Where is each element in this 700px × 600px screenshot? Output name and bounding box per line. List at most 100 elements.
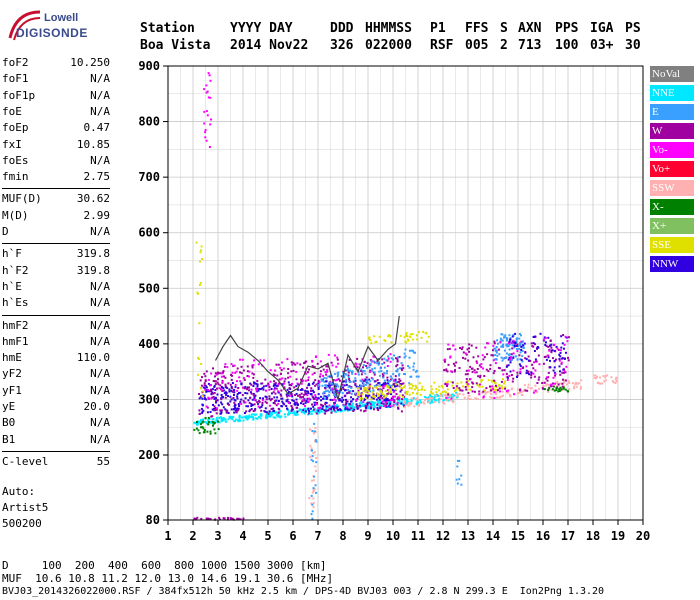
echo-point [203,431,206,434]
echo-point [411,333,414,336]
param-row: B0 N/A [2,416,110,432]
echo-point [492,354,494,357]
echo-point [350,400,353,403]
echo-point [295,392,298,395]
echo-point [199,379,202,382]
echo-point [547,371,550,374]
echo-point [550,351,553,354]
echo-point [237,517,240,520]
echo-point [282,382,285,385]
echo-point [247,415,250,418]
param-value: N/A [90,334,110,348]
echo-point [352,390,355,393]
echo-point [512,369,515,372]
echo-point [344,381,347,384]
echo-point [231,382,234,384]
echo-point [443,402,446,405]
echo-point [217,383,220,386]
echo-point [422,330,425,333]
echo-point [462,356,464,359]
echo-point [364,386,367,389]
echo-point [212,422,215,425]
echo-point [342,403,345,406]
echo-point [386,386,389,389]
echo-point [244,386,247,388]
echo-point [366,386,369,389]
echo-point [312,432,315,435]
echo-point [568,388,571,391]
echo-point [485,387,488,390]
echo-point [382,372,385,375]
echo-point [346,400,349,403]
echo-point [268,388,271,391]
param-name: fxI [2,137,22,151]
echo-point [472,356,475,359]
echo-point [347,369,350,372]
echo-point [355,363,358,366]
echo-point [365,404,368,407]
header-label-10: PS [625,21,641,36]
echo-point [368,370,371,373]
echo-point [335,395,337,398]
echo-point [531,363,534,366]
echo-point [447,396,450,399]
echo-point [402,367,405,370]
echo-point [261,386,264,389]
echo-point [324,380,327,383]
echo-point [356,397,359,400]
echo-point [287,376,290,379]
echo-point [241,358,244,361]
param-name: foEs [2,153,29,167]
echo-point [291,395,294,398]
echo-point [508,374,511,377]
echo-point [221,420,223,423]
echo-point [510,353,513,356]
echo-point [490,354,493,357]
echo-point [273,388,276,391]
echo-point [323,409,326,412]
echo-point [224,385,227,388]
echo-point [454,348,457,351]
echo-point [207,72,210,75]
echo-point [544,343,547,346]
echo-point [380,402,383,405]
echo-point [496,339,499,342]
echo-point [334,399,337,402]
echo-point [554,382,556,385]
echo-point [261,402,264,404]
logo-line1: Lowell [44,12,79,24]
echo-point [464,386,467,388]
echo-point [255,417,258,420]
echo-point [547,389,550,392]
echo-point [466,380,469,382]
echo-point [417,331,420,334]
echo-point [439,398,442,401]
echo-point [374,380,377,383]
echo-point [300,402,302,405]
echo-point [265,398,268,401]
echo-point [211,420,214,423]
echo-point [433,381,436,384]
echo-point [404,348,407,351]
echo-point [534,358,537,361]
x-tick-label: 15 [511,529,525,543]
echo-point [325,397,328,400]
echo-point [566,340,569,343]
echo-point [291,399,294,402]
echo-point [398,401,401,404]
echo-point [527,370,530,373]
echo-point [559,389,562,392]
echo-point [309,444,312,447]
echo-point [446,370,449,373]
echo-point [344,409,347,412]
echo-point [465,381,468,384]
echo-point [349,403,352,406]
echo-point [502,345,505,348]
echo-point [525,372,528,375]
echo-point [511,335,514,338]
echo-point [328,386,331,389]
x-tick-label: 13 [461,529,475,543]
echo-point [524,351,527,354]
echo-point [518,354,521,357]
echo-point [467,369,470,372]
